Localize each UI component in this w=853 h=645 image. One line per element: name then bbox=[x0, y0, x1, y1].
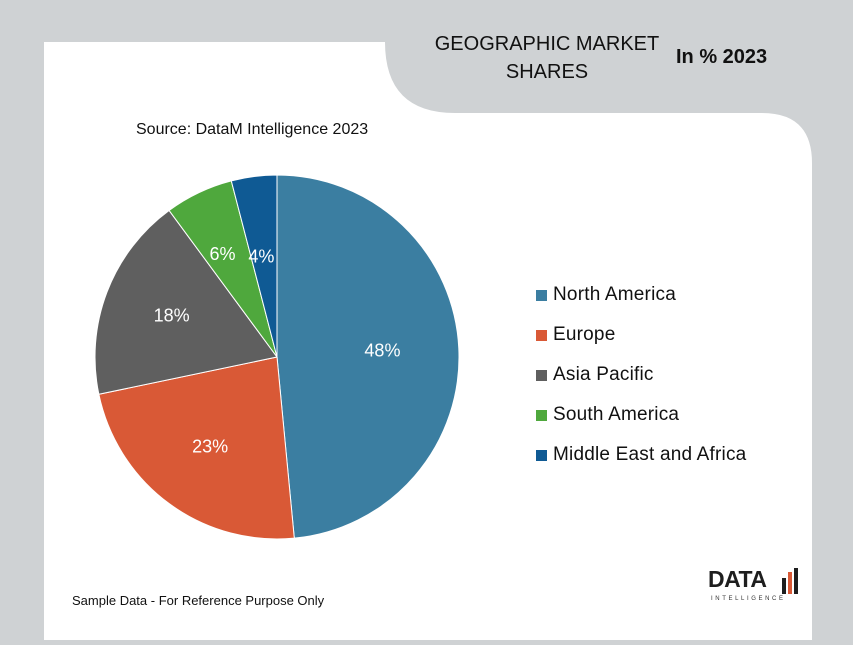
pie-slice-middle-east-and-africa bbox=[230, 174, 278, 358]
legend-swatch bbox=[536, 409, 547, 421]
legend-swatch bbox=[536, 329, 547, 341]
legend-label: Asia Pacific bbox=[553, 364, 654, 385]
chart-title: GEOGRAPHIC MARKET SHARES bbox=[434, 33, 660, 83]
pie-slice-europe bbox=[98, 356, 295, 540]
legend-item-asia-pacific: Asia Pacific bbox=[536, 355, 746, 395]
legend-label: South America bbox=[553, 404, 680, 425]
legend-swatch bbox=[536, 289, 547, 301]
legend: North America Europe Asia Pacific South … bbox=[536, 275, 746, 475]
logo-text: DATA bbox=[708, 566, 767, 592]
legend-item-north-america: North America bbox=[536, 275, 746, 315]
data-label: 18% bbox=[154, 305, 190, 325]
year-label: In % 2023 bbox=[676, 46, 768, 68]
data-label: 4% bbox=[248, 246, 274, 266]
footer-note: Sample Data - For Reference Purpose Only bbox=[72, 593, 325, 608]
datam-logo: DATA INTELLIGENCE bbox=[708, 566, 800, 610]
bar-chart-icon bbox=[782, 568, 798, 594]
source-label: Source: DataM Intelligence 2023 bbox=[136, 121, 369, 138]
legend-label: Europe bbox=[553, 324, 616, 345]
legend-label: North America bbox=[553, 284, 676, 305]
legend-swatch bbox=[536, 369, 547, 381]
legend-item-south-america: South America bbox=[536, 395, 746, 435]
logo-subtext: INTELLIGENCE bbox=[711, 596, 786, 602]
legend-swatch bbox=[536, 449, 547, 461]
data-label: 23% bbox=[192, 437, 228, 457]
data-label: 48% bbox=[364, 341, 400, 361]
legend-item-middle-east-africa: Middle East and Africa bbox=[536, 435, 746, 475]
data-label: 6% bbox=[209, 244, 235, 264]
legend-item-europe: Europe bbox=[536, 315, 746, 355]
pie-slice-asia-pacific bbox=[94, 209, 278, 395]
pie-slice-north-america bbox=[276, 174, 460, 539]
legend-label: Middle East and Africa bbox=[553, 444, 747, 465]
